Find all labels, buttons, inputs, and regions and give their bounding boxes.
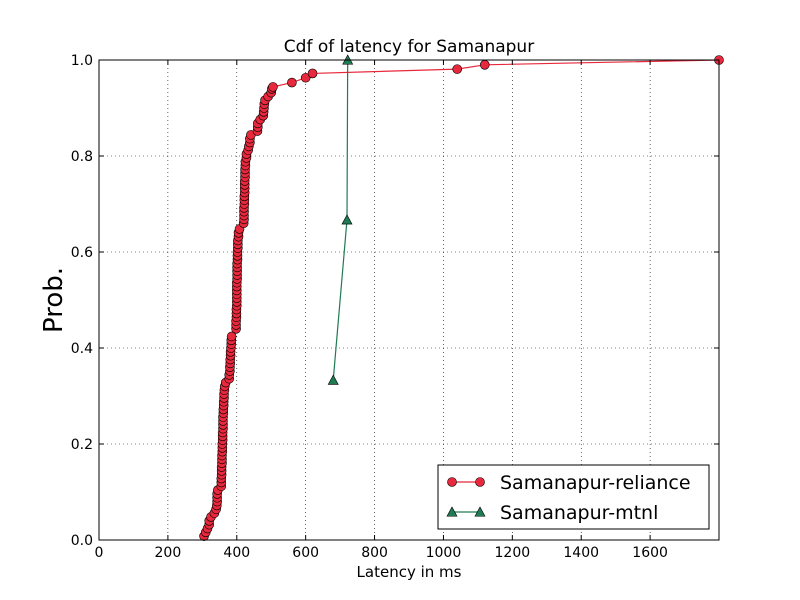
x-tick-label: 1000 <box>426 545 462 561</box>
y-tick-label: 0.0 <box>71 533 93 549</box>
y-axis-label: Prob. <box>39 267 69 333</box>
x-tick-label: 800 <box>361 545 388 561</box>
series-1 <box>327 54 354 385</box>
y-tick-label: 0.2 <box>71 437 93 453</box>
chart-title: Cdf of latency for Samanapur <box>284 37 534 57</box>
y-tick-label: 0.4 <box>71 341 93 357</box>
x-tick-label: 1400 <box>563 545 599 561</box>
y-tick-label: 0.8 <box>71 149 93 165</box>
tick-layer: 0 200 400 600 800 1000 1200 1400 1600 0.0 0.2 0.4 0.… <box>71 53 719 561</box>
legend-box <box>437 464 710 530</box>
data-point <box>479 60 490 70</box>
data-point <box>300 72 311 83</box>
plot-frame <box>98 59 720 541</box>
data-point <box>452 64 463 74</box>
x-tick-label: 1600 <box>632 545 668 561</box>
x-tick-label: 400 <box>223 545 250 561</box>
legend-entry: Samanapur-mtnl <box>500 502 658 524</box>
legend: Samanapur-reliance Samanapur-mtnl <box>437 464 710 530</box>
y-tick-label: 1.0 <box>71 53 93 69</box>
data-point <box>287 77 297 88</box>
legend-entry: Samanapur-reliance <box>500 472 691 494</box>
data-point <box>268 82 278 92</box>
data-point <box>327 374 339 385</box>
x-tick-label: 200 <box>155 545 182 561</box>
series-0 <box>199 55 724 541</box>
legend-marker <box>474 506 486 517</box>
x-tick-label: 0 <box>95 545 104 561</box>
legend-marker <box>446 506 458 517</box>
legend-marker <box>475 477 485 487</box>
series-layer <box>199 54 724 541</box>
data-point <box>307 68 318 79</box>
x-axis-label: Latency in ms <box>357 563 462 581</box>
x-tick-label: 1200 <box>495 545 531 561</box>
legend-marker <box>447 477 457 487</box>
data-point <box>226 331 237 342</box>
x-tick-label: 600 <box>292 545 319 561</box>
y-tick-label: 0.6 <box>71 245 93 261</box>
data-point <box>341 214 353 225</box>
